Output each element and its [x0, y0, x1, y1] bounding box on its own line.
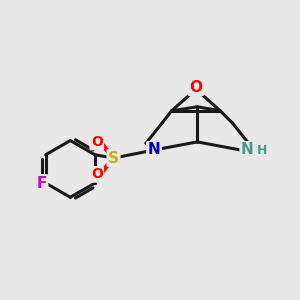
Text: N: N [148, 142, 160, 158]
Text: O: O [189, 80, 203, 94]
Text: O: O [91, 135, 103, 149]
Text: H: H [257, 144, 268, 157]
Text: O: O [91, 167, 103, 181]
Text: N: N [241, 142, 253, 158]
Text: S: S [108, 151, 119, 166]
Text: F: F [37, 176, 47, 190]
